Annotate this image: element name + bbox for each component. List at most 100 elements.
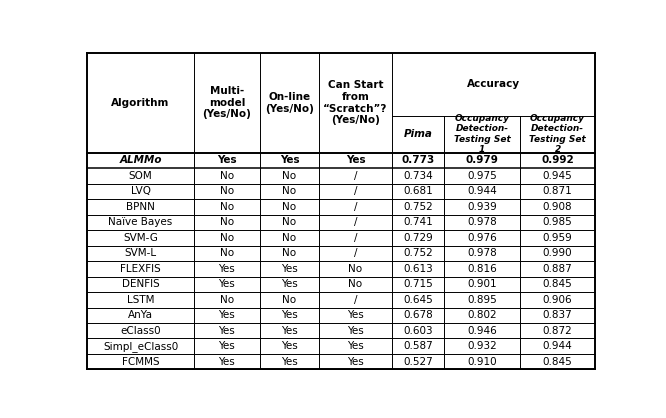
Text: FCMMS: FCMMS [122,357,159,367]
Text: /: / [354,186,357,196]
Text: 0.752: 0.752 [403,248,433,258]
Text: ALMMo: ALMMo [119,155,162,166]
Text: Yes: Yes [347,326,364,336]
Text: Yes: Yes [281,326,298,336]
Text: 0.945: 0.945 [543,171,572,181]
Text: Yes: Yes [281,341,298,351]
Text: 0.681: 0.681 [403,186,433,196]
Text: /: / [354,171,357,181]
Text: No: No [220,186,234,196]
Text: Yes: Yes [218,326,235,336]
Text: FLEXFIS: FLEXFIS [121,264,161,274]
Text: Yes: Yes [347,357,364,367]
Text: No: No [348,264,362,274]
Text: Yes: Yes [218,357,235,367]
Text: Yes: Yes [218,341,235,351]
Text: 0.985: 0.985 [543,217,572,227]
Text: Algorithm: Algorithm [111,98,170,108]
Text: 0.887: 0.887 [543,264,572,274]
Text: 0.932: 0.932 [468,341,497,351]
Text: Yes: Yes [347,341,364,351]
Text: No: No [282,217,296,227]
Text: No: No [220,233,234,243]
Text: 0.946: 0.946 [468,326,497,336]
Text: Yes: Yes [281,264,298,274]
Text: 0.729: 0.729 [403,233,433,243]
Text: 0.944: 0.944 [543,341,572,351]
Text: 0.837: 0.837 [543,310,572,320]
Text: BPNN: BPNN [126,202,155,212]
Text: /: / [354,295,357,305]
Text: 0.990: 0.990 [543,248,572,258]
Text: Simpl_eClass0: Simpl_eClass0 [103,341,178,352]
Text: 0.773: 0.773 [402,155,435,166]
Text: Yes: Yes [346,155,365,166]
Text: 0.908: 0.908 [543,202,572,212]
Text: 0.976: 0.976 [468,233,497,243]
Text: Yes: Yes [218,264,235,274]
Text: LVQ: LVQ [131,186,151,196]
Text: No: No [220,202,234,212]
Text: 0.979: 0.979 [466,155,499,166]
Text: No: No [282,171,296,181]
Text: Pima: Pima [404,129,432,139]
Text: 0.527: 0.527 [403,357,433,367]
Text: Can Start
from
“Scratch”?
(Yes/No): Can Start from “Scratch”? (Yes/No) [323,80,388,125]
Text: 0.715: 0.715 [403,279,433,289]
Text: Yes: Yes [281,357,298,367]
Text: SVM-L: SVM-L [125,248,157,258]
Text: No: No [282,202,296,212]
Text: Yes: Yes [281,279,298,289]
Text: Accuracy: Accuracy [467,79,520,89]
Text: 0.741: 0.741 [403,217,433,227]
Text: 0.944: 0.944 [468,186,497,196]
Text: 0.613: 0.613 [403,264,433,274]
Text: 0.901: 0.901 [468,279,497,289]
Text: Yes: Yes [280,155,299,166]
Text: Yes: Yes [218,279,235,289]
Text: No: No [282,233,296,243]
Text: 0.734: 0.734 [403,171,433,181]
Text: 0.978: 0.978 [468,248,497,258]
Text: Yes: Yes [218,310,235,320]
Text: No: No [220,217,234,227]
Text: /: / [354,217,357,227]
Text: 0.603: 0.603 [404,326,433,336]
Text: Yes: Yes [281,310,298,320]
Text: 0.587: 0.587 [403,341,433,351]
Text: Multi-
model
(Yes/No): Multi- model (Yes/No) [202,86,251,119]
Text: No: No [282,248,296,258]
Text: 0.910: 0.910 [468,357,497,367]
Text: 0.975: 0.975 [468,171,497,181]
Text: /: / [354,248,357,258]
Text: 0.845: 0.845 [543,357,572,367]
Text: AnYa: AnYa [128,310,153,320]
Text: 0.872: 0.872 [543,326,572,336]
Text: No: No [220,248,234,258]
Text: LSTM: LSTM [127,295,155,305]
Text: 0.845: 0.845 [543,279,572,289]
Text: 0.895: 0.895 [468,295,497,305]
Text: Yes: Yes [217,155,236,166]
Text: 0.939: 0.939 [468,202,497,212]
Text: eClass0: eClass0 [121,326,161,336]
Text: No: No [282,186,296,196]
Text: SVM-G: SVM-G [123,233,158,243]
Text: No: No [282,295,296,305]
Text: No: No [220,171,234,181]
Text: 0.992: 0.992 [541,155,574,166]
Text: No: No [348,279,362,289]
Text: 0.978: 0.978 [468,217,497,227]
Text: 0.802: 0.802 [468,310,497,320]
Text: Naïve Bayes: Naïve Bayes [109,217,172,227]
Text: Occupancy
Detection-
Testing Set
2: Occupancy Detection- Testing Set 2 [529,114,586,154]
Text: /: / [354,202,357,212]
Text: No: No [220,295,234,305]
Text: 0.959: 0.959 [543,233,572,243]
Text: /: / [354,233,357,243]
Text: 0.678: 0.678 [403,310,433,320]
Text: 0.871: 0.871 [543,186,572,196]
Text: Occupancy
Detection-
Testing Set
1: Occupancy Detection- Testing Set 1 [454,114,510,154]
Text: On-line
(Yes/No): On-line (Yes/No) [265,92,314,114]
Text: DENFIS: DENFIS [122,279,159,289]
